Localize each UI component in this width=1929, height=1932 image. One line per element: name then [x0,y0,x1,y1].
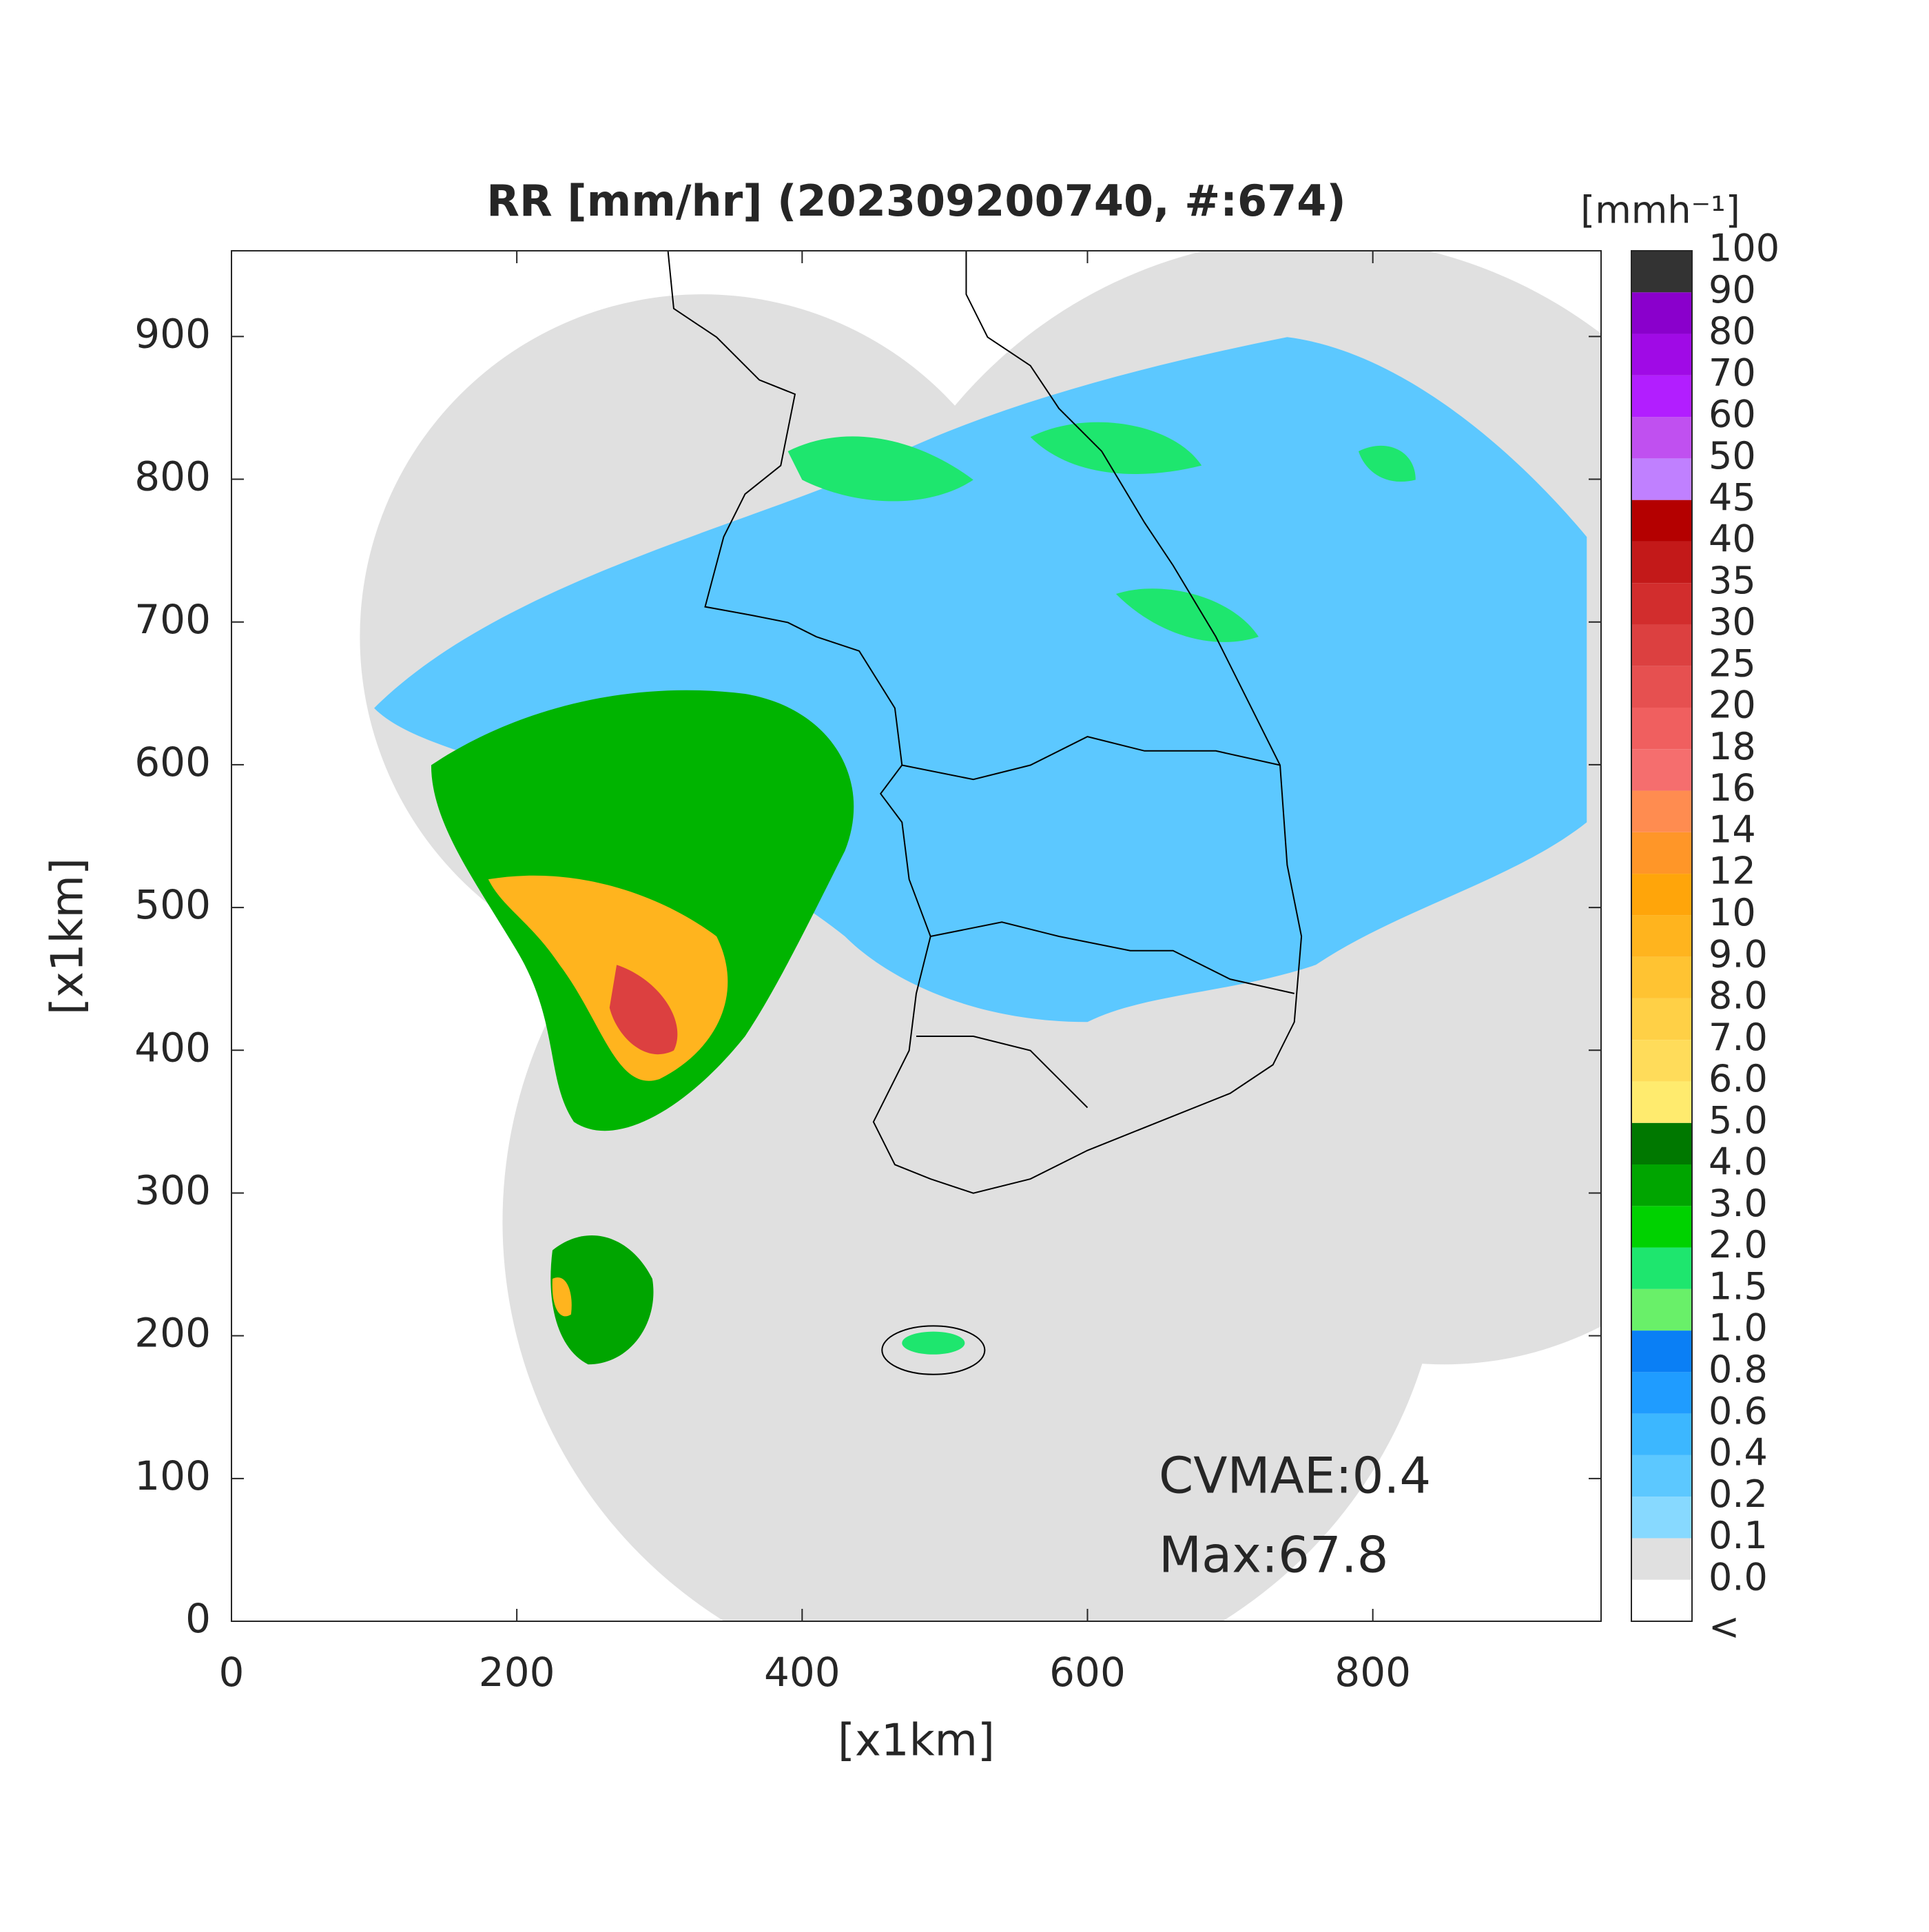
colorbar-label: 50 [1709,434,1756,477]
colorbar-label: 16 [1709,766,1756,810]
colorbar-segment [1631,624,1692,666]
chart-title: RR [mm/hr] (202309200740, #:674) [486,176,1346,226]
colorbar-label: 100 [1709,227,1780,270]
y-axis-label: [x1km] [43,858,94,1015]
y-tick-label: 500 [134,881,211,928]
colorbar-label: 30 [1709,600,1756,644]
colorbar-label: 12 [1709,850,1756,893]
y-tick-label: 600 [134,739,211,785]
colorbar-segment [1631,1164,1692,1206]
colorbar-segment [1631,1081,1692,1123]
colorbar-segment [1631,1455,1692,1497]
colorbar-label: 7.0 [1709,1016,1768,1059]
colorbar-segment [1631,1579,1692,1621]
colorbar-label: 0.8 [1709,1348,1768,1391]
colorbar-segment [1631,749,1692,791]
colorbar-label: < [1709,1605,1740,1649]
colorbar-segment [1631,1122,1692,1164]
colorbar-label: 14 [1709,808,1756,851]
colorbar-segment [1631,375,1692,418]
annotation: CVMAE:0.4 [1159,1447,1431,1505]
x-tick-label: 200 [479,1649,555,1696]
colorbar-segment [1631,874,1692,916]
colorbar-label: 90 [1709,268,1756,311]
colorbar-segment [1631,333,1692,376]
colorbar-segment [1631,583,1692,625]
y-tick-label: 800 [134,453,211,500]
colorbar-label: 4.0 [1709,1140,1768,1184]
colorbar-label: 45 [1709,475,1756,519]
colorbar-segment [1631,956,1692,998]
colorbar-label: 9.0 [1709,932,1768,976]
colorbar-label: 1.5 [1709,1264,1768,1308]
colorbar-segment [1631,1330,1692,1373]
y-tick-label: 100 [134,1452,211,1499]
colorbar-segment [1631,1247,1692,1289]
colorbar-segment [1631,832,1692,874]
colorbar-segment [1631,251,1692,293]
colorbar-label: 10 [1709,891,1756,934]
colorbar-segment [1631,1497,1692,1539]
colorbar-label: 35 [1709,559,1756,602]
colorbar-label: 0.4 [1709,1431,1768,1474]
y-tick-label: 900 [134,310,211,357]
colorbar-label: 25 [1709,641,1756,685]
colorbar-segment [1631,998,1692,1040]
colorbar-label: 70 [1709,351,1756,394]
y-tick-label: 400 [134,1024,211,1071]
colorbar-label: 2.0 [1709,1223,1768,1266]
colorbar-segment [1631,1372,1692,1414]
x-axis-label: [x1km] [838,1716,995,1767]
colorbar-label: 5.0 [1709,1098,1768,1142]
colorbar-label: 0.0 [1709,1555,1768,1599]
colorbar-label: 8.0 [1709,974,1768,1018]
colorbar-label: 60 [1709,393,1756,436]
colorbar-label: 0.1 [1709,1514,1768,1557]
colorbar-label: 40 [1709,517,1756,561]
x-tick-label: 600 [1049,1649,1126,1696]
colorbar-segment [1631,1288,1692,1331]
y-tick-label: 200 [134,1310,211,1357]
colorbar-segment [1631,500,1692,542]
colorbar-label: 0.6 [1709,1389,1768,1432]
colorbar-title: [mmh⁻¹] [1580,189,1740,232]
colorbar-segment [1631,1206,1692,1248]
colorbar-segment [1631,1413,1692,1455]
colorbar-label: 0.2 [1709,1472,1768,1516]
precip-areas [374,337,1587,1365]
x-tick-label: 0 [219,1649,245,1696]
x-tick-label: 400 [764,1649,840,1696]
annotation: Max:67.8 [1159,1526,1388,1584]
colorbar-segment [1631,666,1692,708]
colorbar-segment [1631,790,1692,832]
plot-frame [231,250,1602,1622]
colorbar-label: 1.0 [1709,1306,1768,1350]
x-tick-label: 800 [1334,1649,1411,1696]
map [360,251,1601,1621]
y-tick-label: 300 [134,1167,211,1214]
colorbar-segment [1631,292,1692,334]
colorbar-label: 18 [1709,725,1756,768]
coastline [668,251,1601,1375]
colorbar-segment [1631,541,1692,584]
colorbar-segment [1631,708,1692,750]
colorbar-segment [1631,915,1692,957]
colorbar-frame [1631,250,1693,1622]
colorbar-segment [1631,417,1692,459]
colorbar-label: 6.0 [1709,1057,1768,1100]
colorbar-segment [1631,1040,1692,1082]
colorbar-segment [1631,1538,1692,1580]
colorbar-segment [1631,458,1692,500]
colorbar-label: 3.0 [1709,1182,1768,1225]
colorbar-label: 20 [1709,684,1756,727]
y-tick-label: 700 [134,596,211,643]
y-tick-label: 0 [185,1595,211,1642]
colorbar-label: 80 [1709,309,1756,353]
